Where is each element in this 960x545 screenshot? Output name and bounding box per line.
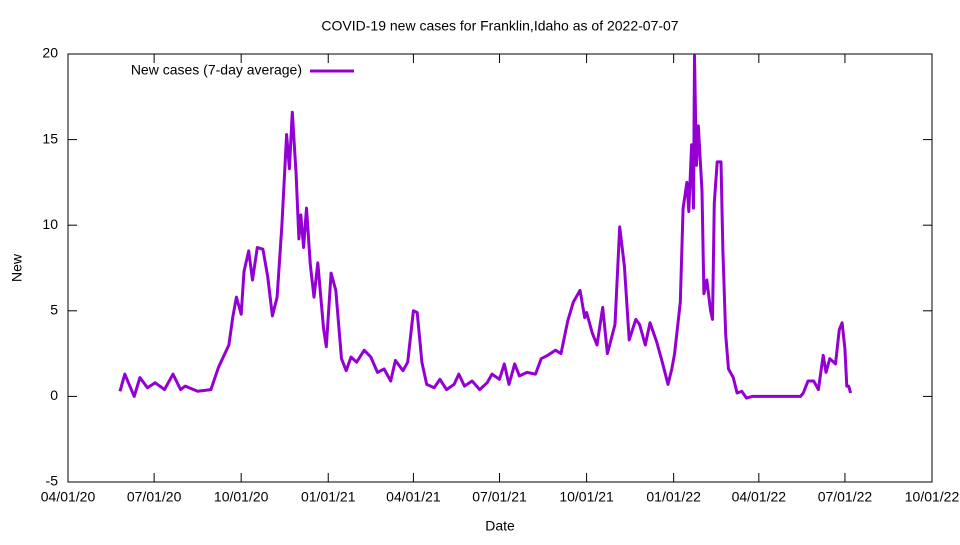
x-tick-label: 10/01/20 [214,489,269,505]
x-tick-label: 07/01/21 [472,489,527,505]
y-tick-label: -5 [46,473,59,489]
y-tick-label: 15 [42,130,58,146]
y-tick-label: 0 [50,387,58,403]
y-axis-label: New [9,253,25,282]
x-tick-label: 04/01/21 [386,489,441,505]
plot-frame [67,53,933,483]
legend-label: New cases (7-day average) [131,62,302,78]
x-tick-label: 04/01/20 [41,489,96,505]
y-tick-label: 10 [42,216,58,232]
x-tick-label: 01/01/21 [301,489,356,505]
y-tick-label: 20 [42,45,58,61]
x-axis-label: Date [485,518,515,534]
y-tick-label: 5 [50,302,58,318]
series-line [118,54,853,400]
x-tick-label: 10/01/22 [905,489,960,505]
x-tick-label: 07/01/22 [818,489,873,505]
x-tick-label: 10/01/21 [559,489,614,505]
x-tick-label: 04/01/22 [732,489,787,505]
chart-title: COVID-19 new cases for Franklin,Idaho as… [321,18,678,34]
x-tick-label: 01/01/22 [646,489,701,505]
x-tick-label: 07/01/20 [127,489,182,505]
